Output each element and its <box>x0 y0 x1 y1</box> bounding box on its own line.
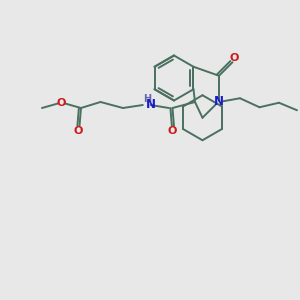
Text: H: H <box>143 94 151 104</box>
Text: O: O <box>57 98 66 109</box>
Text: O: O <box>73 126 83 136</box>
Text: N: N <box>146 98 156 112</box>
Text: O: O <box>168 126 177 136</box>
Text: O: O <box>230 53 239 63</box>
Text: N: N <box>214 95 224 108</box>
